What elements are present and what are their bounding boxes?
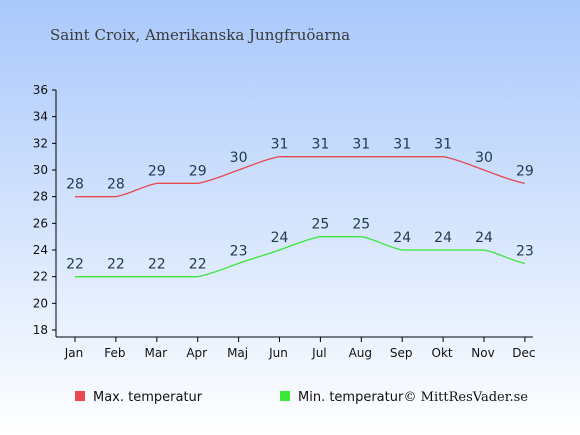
axes: 18 20 22 24 26 28 30 32 34 36 Jan Feb Mar Apr Maj Jun Ju…: [33, 83, 536, 360]
y-tick-label: 22: [33, 270, 48, 284]
x-tick-label: Jun: [268, 346, 288, 360]
x-tick-label: Sep: [390, 346, 413, 360]
legend-label-min: Min. temperatur: [298, 390, 404, 405]
data-label-min: 24: [434, 230, 452, 246]
y-tick-label: 28: [33, 190, 48, 204]
x-tick-label: Jan: [64, 346, 84, 360]
data-label-min: 24: [393, 230, 411, 246]
data-label-max: 31: [352, 137, 370, 153]
x-tick-label: Mar: [144, 346, 167, 360]
x-tick-label: Nov: [471, 346, 494, 360]
legend: Max. temperatur Min. temperatur: [75, 390, 404, 405]
data-label-max: 31: [311, 137, 329, 153]
data-label-min: 23: [516, 243, 534, 259]
data-label-min: 22: [107, 257, 125, 273]
y-tick-label: 26: [33, 216, 48, 230]
data-label-min: 24: [475, 230, 493, 246]
legend-swatch-min: [280, 391, 290, 401]
series-layer: [74, 156, 526, 278]
data-label-min: 24: [271, 230, 289, 246]
y-tick-label: 20: [33, 296, 48, 310]
x-tick-label: Maj: [227, 346, 248, 360]
y-tick-label: 36: [33, 83, 48, 97]
y-tick-label: 18: [33, 323, 48, 337]
data-label-max: 31: [434, 137, 452, 153]
data-labels: 28 28 29 29 30 31 31 31 31 31 30 29 22 22 22 22 23 24 25 25…: [66, 137, 534, 273]
data-label-max: 29: [516, 163, 534, 179]
y-tick-label: 34: [33, 110, 48, 124]
data-label-max: 31: [393, 137, 411, 153]
data-label-min: 22: [66, 257, 84, 273]
data-label-max: 28: [107, 177, 125, 193]
y-tick-label: 32: [33, 136, 48, 150]
series-line-min: [74, 236, 526, 278]
legend-swatch-max: [75, 391, 85, 401]
x-tick-label: Okt: [432, 346, 453, 360]
data-label-max: 28: [66, 177, 84, 193]
x-tick-label: Dec: [512, 346, 535, 360]
x-tick-label: Aug: [349, 346, 372, 360]
x-tick-label: Jul: [311, 346, 326, 360]
data-label-min: 23: [230, 243, 248, 259]
data-label-max: 30: [230, 150, 248, 166]
data-label-max: 30: [475, 150, 493, 166]
y-tick-label: 30: [33, 163, 48, 177]
x-tick-label: Feb: [104, 346, 125, 360]
data-label-max: 31: [271, 137, 289, 153]
chart-title: Saint Croix, Amerikanska Jungfruöarna: [50, 26, 350, 44]
data-label-min: 25: [352, 217, 370, 233]
y-tick-label: 24: [33, 243, 48, 257]
data-label-min: 22: [189, 257, 207, 273]
data-label-min: 22: [148, 257, 166, 273]
x-tick-label: Apr: [186, 346, 207, 360]
legend-label-max: Max. temperatur: [93, 390, 203, 405]
credit: © MittResVader.se: [404, 390, 529, 405]
data-label-max: 29: [148, 163, 166, 179]
data-label-min: 25: [311, 217, 329, 233]
data-label-max: 29: [189, 163, 207, 179]
series-line-max: [75, 156, 526, 198]
